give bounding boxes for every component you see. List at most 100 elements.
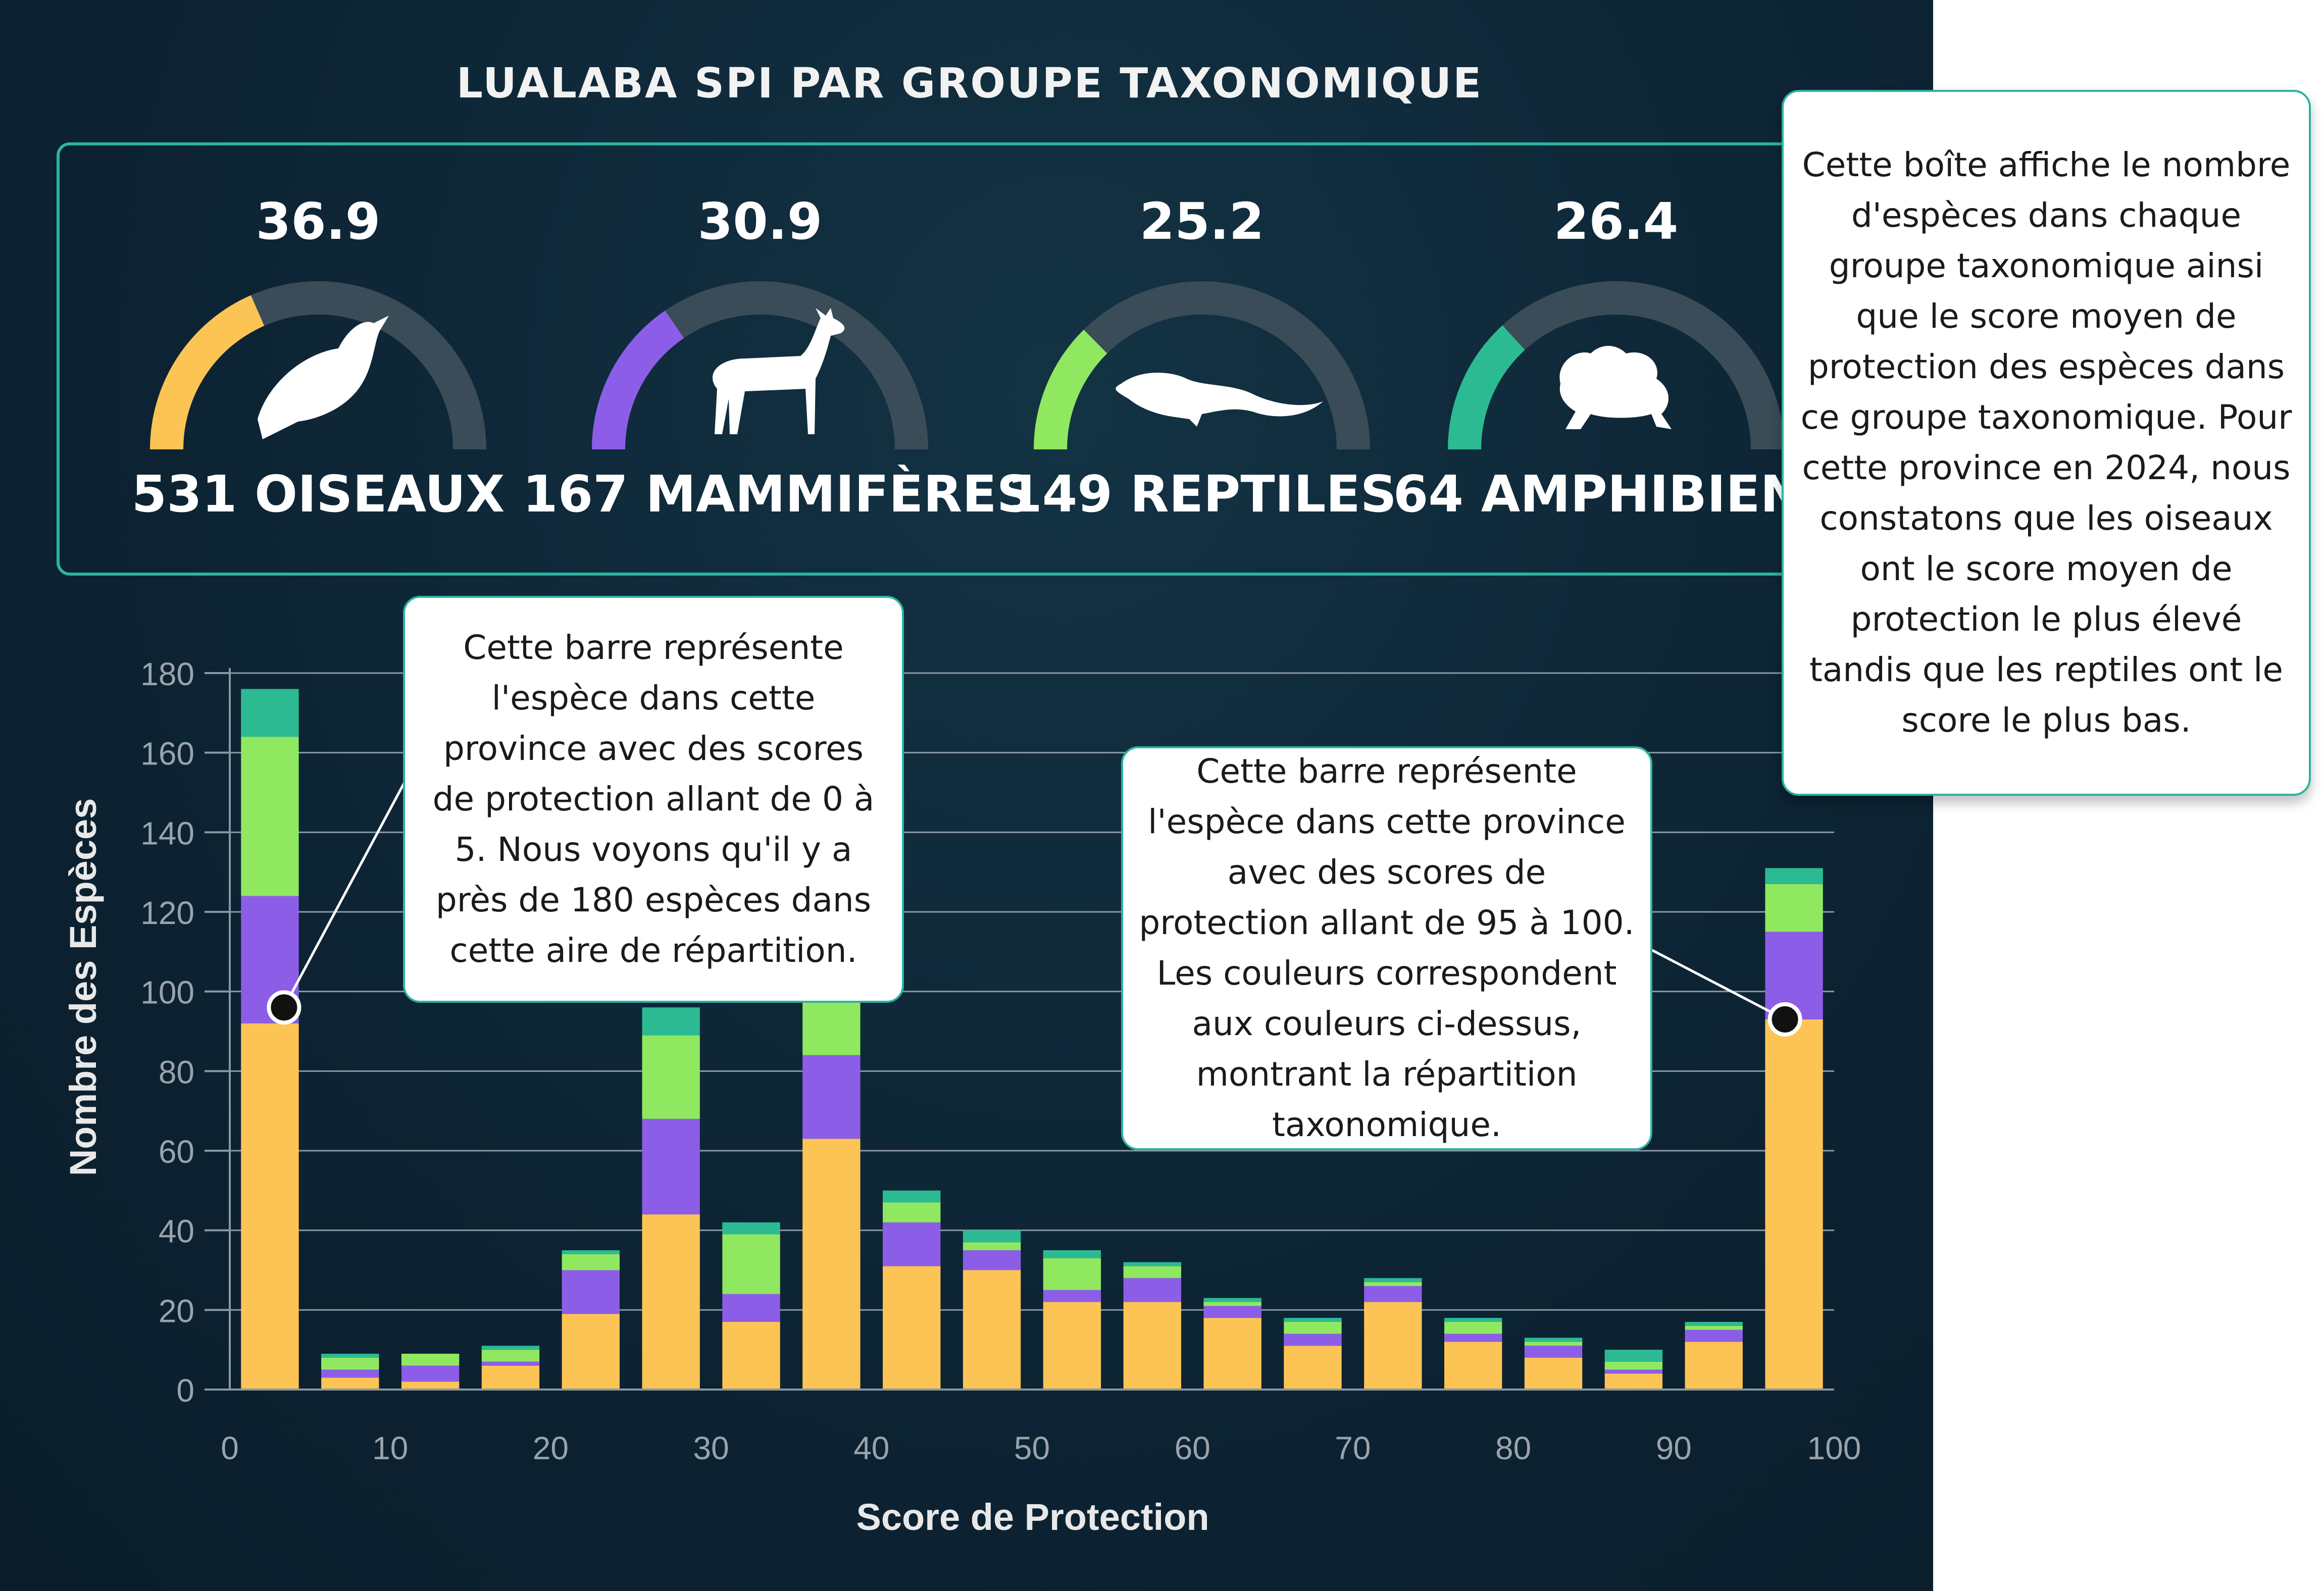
- bar-segment: [1123, 1266, 1181, 1278]
- x-tick-label: 0: [221, 1430, 239, 1466]
- y-tick-label: 20: [159, 1293, 194, 1329]
- gauge-fill: [1034, 330, 1107, 450]
- bar-segment: [1043, 1302, 1101, 1390]
- y-tick-label: 0: [176, 1372, 194, 1409]
- bar-segment: [562, 1314, 620, 1390]
- bar-segment: [883, 1190, 941, 1203]
- y-tick-label: 80: [159, 1054, 194, 1090]
- bar-segment: [722, 1222, 780, 1235]
- bar-segment: [722, 1294, 780, 1322]
- bar-segment: [1284, 1321, 1342, 1334]
- bar-segment: [1123, 1302, 1181, 1390]
- y-tick-label: 40: [159, 1213, 194, 1250]
- gauge-count-label: 167 MAMMIFÈRES: [523, 465, 1033, 524]
- y-tick-label: 60: [159, 1134, 194, 1170]
- x-tick-label: 40: [853, 1430, 889, 1466]
- bar-segment: [481, 1365, 540, 1390]
- bar-segment: [963, 1270, 1021, 1390]
- bar-segment: [321, 1354, 379, 1358]
- bar-segment: [1043, 1290, 1101, 1302]
- leader-dot: [1767, 1002, 1802, 1037]
- y-axis-label: Nombre des Espèces: [62, 798, 104, 1176]
- bar-segment: [1284, 1318, 1342, 1322]
- bar-segment: [401, 1354, 460, 1366]
- leader-line: [1649, 948, 1786, 1021]
- chart-title: LUALABA SPI PAR GROUPE TAXONOMIQUE: [456, 60, 1483, 108]
- y-tick-label: 120: [140, 895, 194, 931]
- bar-segment: [963, 1230, 1021, 1243]
- bar-segment: [642, 1118, 700, 1215]
- callout-left: Cette barre représente l'espèce dans cet…: [403, 596, 904, 1003]
- x-tick-label: 20: [533, 1430, 569, 1466]
- y-tick-label: 180: [140, 656, 194, 692]
- bar-segment: [1364, 1302, 1422, 1390]
- y-tick-label: 100: [140, 974, 194, 1011]
- bar-segment: [883, 1266, 941, 1390]
- bar-segment: [321, 1369, 379, 1378]
- bar-segment: [1364, 1286, 1422, 1302]
- bar-segment: [481, 1361, 540, 1366]
- bar-segment: [1685, 1329, 1743, 1342]
- bar-segment: [1444, 1342, 1502, 1390]
- bar-segment: [642, 1035, 700, 1119]
- bar-segment: [1284, 1346, 1342, 1390]
- bar-segment: [321, 1377, 379, 1390]
- bar-segment: [802, 1139, 861, 1390]
- bar-segment: [1444, 1318, 1502, 1322]
- x-tick-label: 80: [1495, 1430, 1531, 1466]
- gauge-count-label: 531 OISEAUX: [131, 465, 505, 524]
- bar-segment: [401, 1365, 460, 1382]
- bar-segment: [1765, 932, 1823, 1019]
- gauge-fill: [592, 311, 684, 450]
- bar-segment: [642, 1007, 700, 1036]
- bar-segment: [883, 1222, 941, 1266]
- lizard-icon: [1116, 373, 1323, 427]
- leader-dot: [267, 990, 301, 1025]
- bar-segment: [1524, 1342, 1583, 1346]
- bar-segment: [883, 1202, 941, 1222]
- bar-segment: [1444, 1321, 1502, 1334]
- bar-segment: [562, 1254, 620, 1270]
- gauge-count-label: 64 AMPHIBIENS: [1393, 465, 1839, 524]
- x-tick-label: 30: [693, 1430, 729, 1466]
- bar-segment: [1765, 868, 1823, 884]
- bar-segment: [241, 737, 299, 896]
- bar-segment: [481, 1346, 540, 1350]
- gauge-mammals: 30.9 167 MAMMIFÈRES: [523, 192, 1033, 545]
- bar-segment: [401, 1381, 460, 1390]
- bar-segment: [1765, 1019, 1823, 1390]
- x-tick-label: 10: [372, 1430, 408, 1466]
- bar-segment: [722, 1234, 780, 1294]
- gauge-arc: [1448, 281, 1784, 450]
- x-tick-label: 60: [1175, 1430, 1210, 1466]
- x-tick-label: 100: [1807, 1430, 1861, 1466]
- bar-segment: [1284, 1333, 1342, 1346]
- bird-icon: [258, 316, 389, 442]
- gauge-fill: [1448, 325, 1526, 450]
- gauge-fill: [150, 295, 265, 450]
- bar-segment: [1685, 1342, 1743, 1390]
- bar-segment: [562, 1250, 620, 1254]
- bar-segment: [241, 689, 299, 737]
- bar-segment: [1685, 1321, 1743, 1326]
- bar-segment: [1203, 1306, 1261, 1318]
- bar-segment: [1203, 1318, 1261, 1390]
- frog-icon: [1559, 346, 1672, 429]
- bar-segment: [1524, 1357, 1583, 1390]
- bar-segment: [1364, 1282, 1422, 1287]
- bar-segment: [1043, 1258, 1101, 1290]
- antelope-icon: [713, 308, 845, 434]
- bar-segment: [642, 1214, 700, 1390]
- y-tick-label: 160: [140, 736, 194, 772]
- x-axis-label: Score de Protection: [856, 1496, 1209, 1538]
- gauge-arc: [592, 281, 928, 450]
- gauge-score: 30.9: [697, 192, 823, 251]
- bar-segment: [1765, 884, 1823, 932]
- bar-segment: [1604, 1373, 1663, 1390]
- bar-segment: [1364, 1278, 1422, 1282]
- gauge-score: 25.2: [1139, 192, 1265, 251]
- gauge-score: 26.4: [1553, 192, 1679, 251]
- bar-segment: [1123, 1278, 1181, 1302]
- gauge-arc: [1034, 281, 1370, 450]
- bar-segment: [241, 1023, 299, 1390]
